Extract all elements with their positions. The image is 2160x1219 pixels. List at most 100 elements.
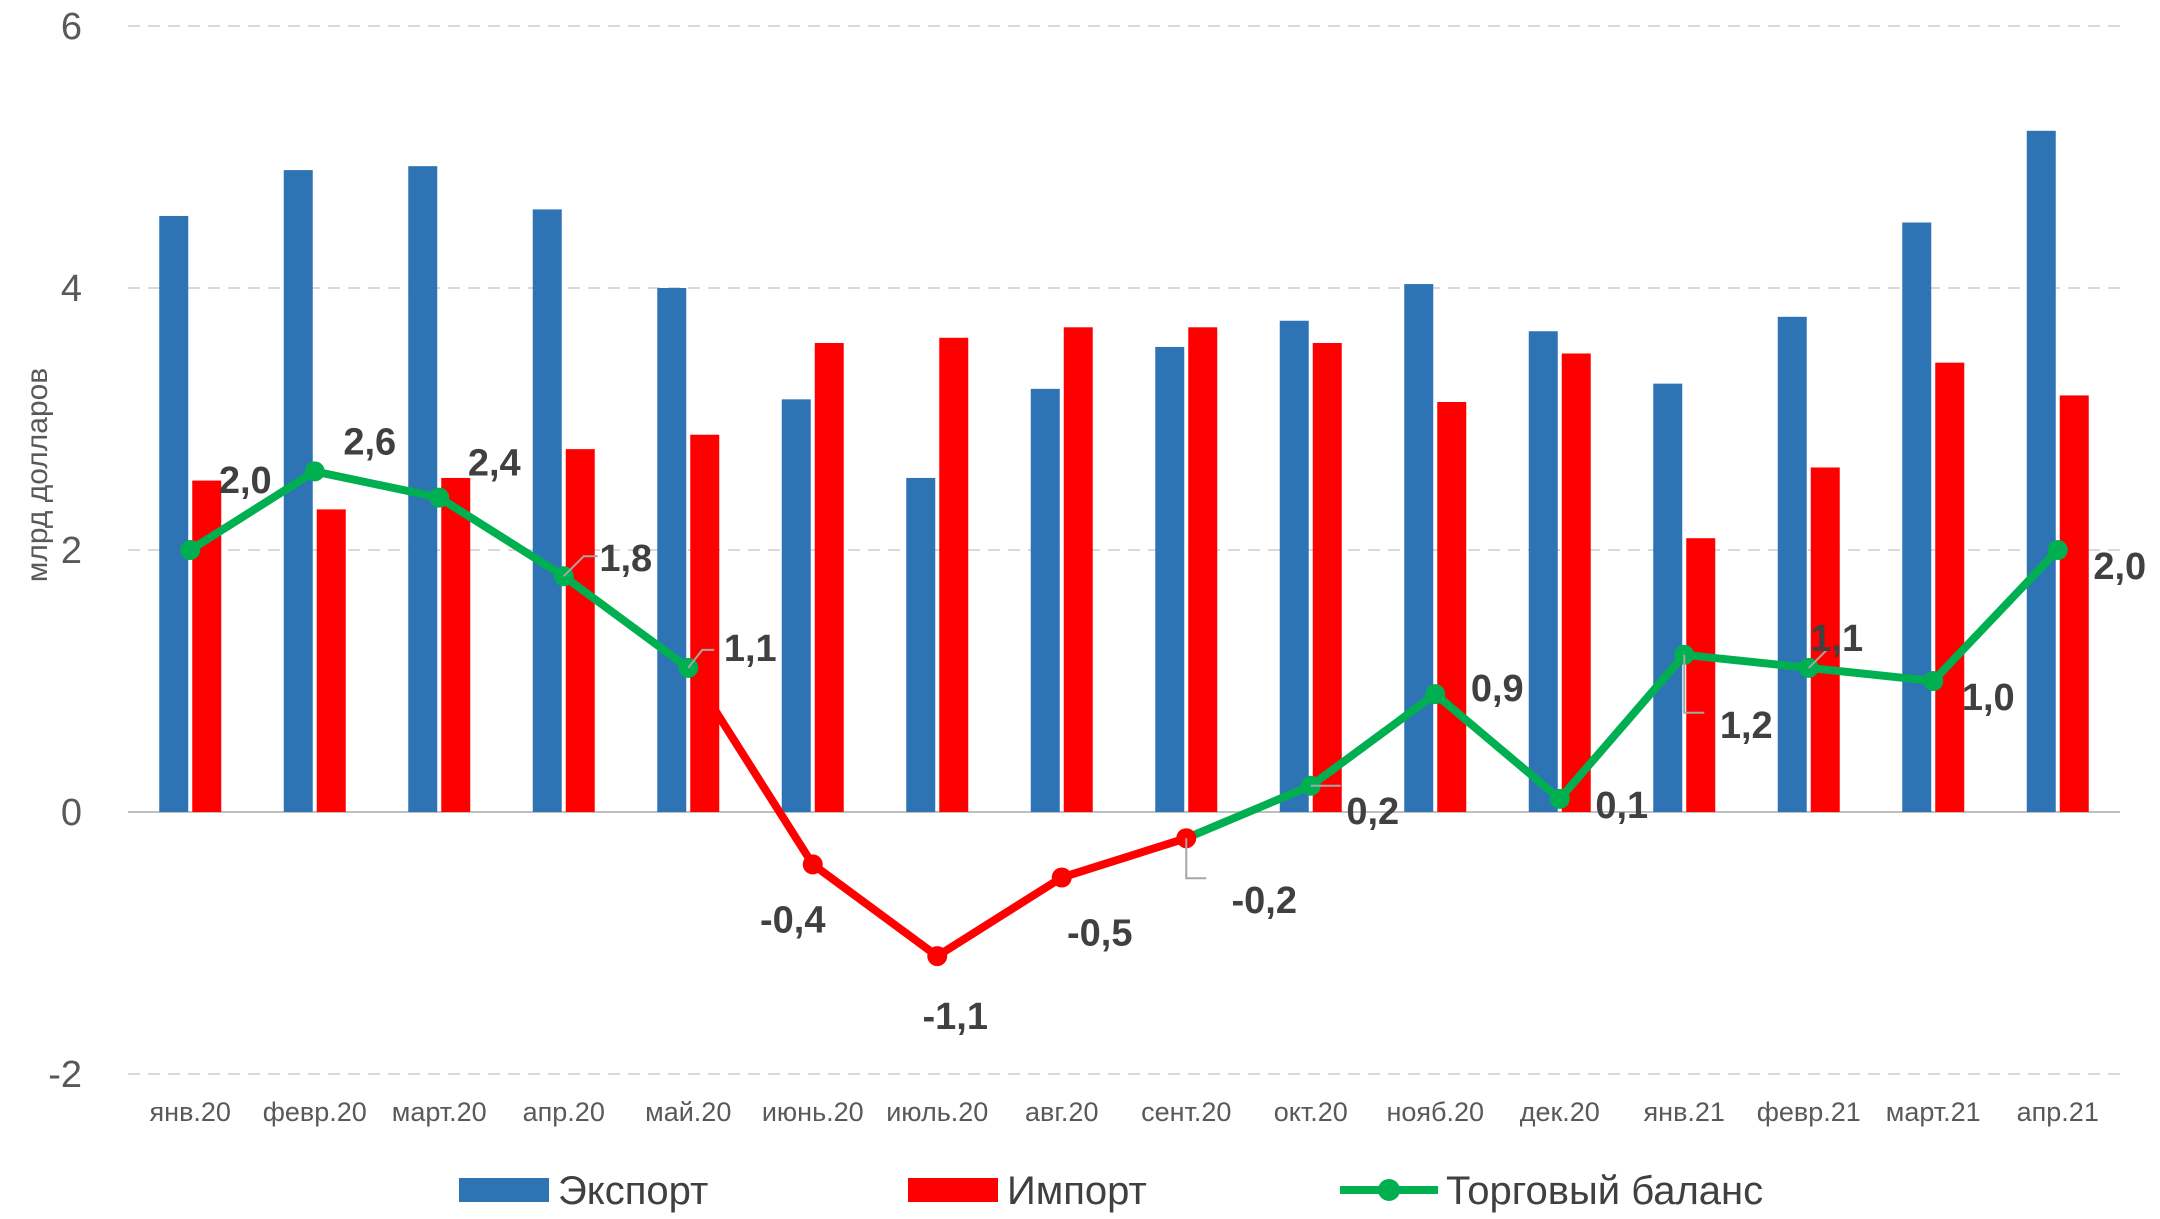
export-bar (657, 288, 687, 812)
balance-point (802, 854, 823, 875)
balance-point (304, 461, 325, 482)
export-bar (1777, 316, 1807, 812)
import-bar (939, 337, 969, 812)
balance-data-label: 1,0 (1962, 677, 2015, 719)
balance-data-label: 0,1 (1595, 785, 1648, 827)
balance-data-label: -0,5 (1067, 913, 1132, 955)
balance-data-label: 1,1 (1810, 618, 1863, 660)
legend-swatch-export (459, 1178, 549, 1202)
legend-label-import: Импорт (1007, 1169, 1147, 1213)
balance-segment (435, 493, 568, 581)
x-tick-label: май.20 (645, 1097, 731, 1127)
import-bar (1312, 343, 1342, 812)
balance-point (180, 540, 201, 560)
balance-point (429, 487, 450, 508)
x-tick-label: янв.21 (1644, 1097, 1725, 1127)
balance-line (180, 461, 2068, 967)
legend-label-export: Экспорт (558, 1169, 708, 1213)
label-leader-line (687, 648, 715, 669)
balance-segment (310, 467, 444, 502)
balance-data-label: -0,2 (1232, 880, 1297, 922)
balance-segment (559, 572, 693, 672)
balance-point (1923, 671, 1944, 691)
x-tick-label: янв.20 (150, 1097, 231, 1127)
balance-segment (1182, 781, 1315, 843)
y-axis-title: млрд долларов (21, 368, 54, 583)
balance-segment (933, 873, 1066, 961)
balance-segment (1306, 690, 1440, 790)
legend-marker-balance (1378, 1179, 1400, 1201)
import-bar (1188, 327, 1218, 812)
x-tick-label: февр.20 (263, 1097, 367, 1127)
balance-point (1425, 684, 1446, 705)
balance-data-label: 1,2 (1720, 705, 1773, 747)
export-bar (532, 209, 562, 812)
balance-point (2047, 540, 2068, 560)
export-bar (159, 215, 189, 812)
balance-point (927, 946, 948, 967)
export-bar (781, 399, 811, 812)
balance-data-label: 2,6 (343, 421, 396, 463)
import-bar (1063, 327, 1093, 812)
legend-label-balance: Торговый баланс (1446, 1169, 1763, 1213)
x-tick-label: март.20 (392, 1097, 487, 1127)
legend: Экспорт Импорт Торговый баланс (459, 1169, 1763, 1213)
balance-data-label: 1,1 (724, 628, 777, 670)
balance-segment (1929, 546, 2062, 685)
y-tick-label: 4 (61, 268, 82, 310)
import-bar (1935, 362, 1965, 812)
balance-segment (1431, 690, 1564, 803)
x-tick-label: авг.20 (1025, 1097, 1098, 1127)
balance-segment (808, 860, 942, 961)
export-bar (1528, 331, 1558, 812)
y-tick-label: 2 (61, 530, 82, 572)
balance-point (1549, 788, 1570, 809)
import-bar (2059, 395, 2089, 812)
y-axis: 6 4 2 0 -2 млрд долларов (21, 6, 82, 1096)
import-bar (441, 477, 471, 812)
y-tick-label: 6 (61, 6, 82, 48)
export-bar (2026, 130, 2056, 813)
export-bar (906, 477, 936, 812)
x-tick-label: сент.20 (1141, 1097, 1231, 1127)
balance-segment (1057, 834, 1191, 882)
import-bar (316, 509, 346, 812)
bars (159, 130, 2089, 813)
x-tick-label: нояб.20 (1386, 1097, 1484, 1127)
x-axis: янв.20 февр.20 март.20 апр.20 май.20 июнь.20 и… (150, 1097, 2099, 1127)
balance-data-label: 2,0 (2093, 546, 2146, 588)
legend-swatch-import (908, 1178, 998, 1202)
import-bar (814, 343, 844, 812)
import-bar (565, 449, 595, 812)
x-tick-label: апр.21 (2017, 1097, 2099, 1127)
import-bar (690, 434, 720, 812)
balance-data-label: -1,1 (923, 996, 988, 1038)
x-tick-label: июль.20 (886, 1097, 988, 1127)
balance-data-label: 0,2 (1346, 791, 1399, 833)
x-tick-label: июнь.20 (762, 1097, 864, 1127)
import-bar (1810, 467, 1840, 812)
x-tick-label: февр.21 (1757, 1097, 1861, 1127)
x-tick-label: март.21 (1886, 1097, 1981, 1127)
label-leader-line (1808, 649, 1828, 669)
y-tick-label: 0 (61, 792, 82, 834)
export-bar (1279, 320, 1309, 812)
balance-segment (684, 663, 817, 869)
export-bar (1155, 346, 1185, 812)
balance-data-label: 0,9 (1471, 668, 1524, 710)
label-leader-line (1683, 654, 1705, 714)
balance-segment (186, 467, 319, 554)
balance-data-label: 2,0 (219, 460, 272, 502)
data-labels: 2,0 2,6 2,4 1,8 1,1 -0,4 -1,1 -0,5 -0,2 0,2 0,9 0,1… (219, 421, 2146, 1038)
balance-segment (1680, 650, 1813, 672)
import-bar (1561, 353, 1591, 812)
balance-point (1051, 867, 1072, 888)
y-tick-label: -2 (48, 1054, 82, 1096)
export-bar (1653, 383, 1683, 812)
import-bar (1686, 538, 1716, 812)
export-bar (1030, 388, 1060, 812)
import-bar (1437, 401, 1467, 812)
x-tick-label: апр.20 (523, 1097, 605, 1127)
x-tick-label: окт.20 (1274, 1097, 1348, 1127)
